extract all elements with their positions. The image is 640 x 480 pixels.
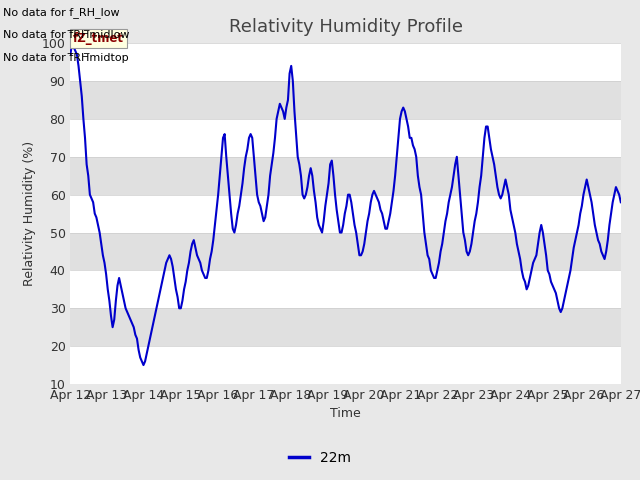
Legend: 22m: 22m	[283, 445, 357, 471]
Text: No data for f_RH_low: No data for f_RH_low	[3, 7, 120, 18]
Text: No data for f̅RH̅midtop: No data for f̅RH̅midtop	[3, 53, 129, 63]
Bar	[70, 119, 621, 157]
Bar	[70, 346, 621, 384]
Bar	[70, 43, 621, 81]
Bar	[70, 81, 621, 119]
Bar	[70, 157, 621, 195]
Y-axis label: Relativity Humidity (%): Relativity Humidity (%)	[23, 141, 36, 286]
Title: Relativity Humidity Profile: Relativity Humidity Profile	[228, 18, 463, 36]
Bar	[70, 232, 621, 270]
Text: fZ_tmet: fZ_tmet	[73, 33, 124, 46]
Bar	[70, 195, 621, 232]
Bar	[70, 308, 621, 346]
Text: No data for f̅RH̅midlow: No data for f̅RH̅midlow	[3, 30, 130, 40]
X-axis label: Time: Time	[330, 408, 361, 420]
Bar	[70, 270, 621, 308]
